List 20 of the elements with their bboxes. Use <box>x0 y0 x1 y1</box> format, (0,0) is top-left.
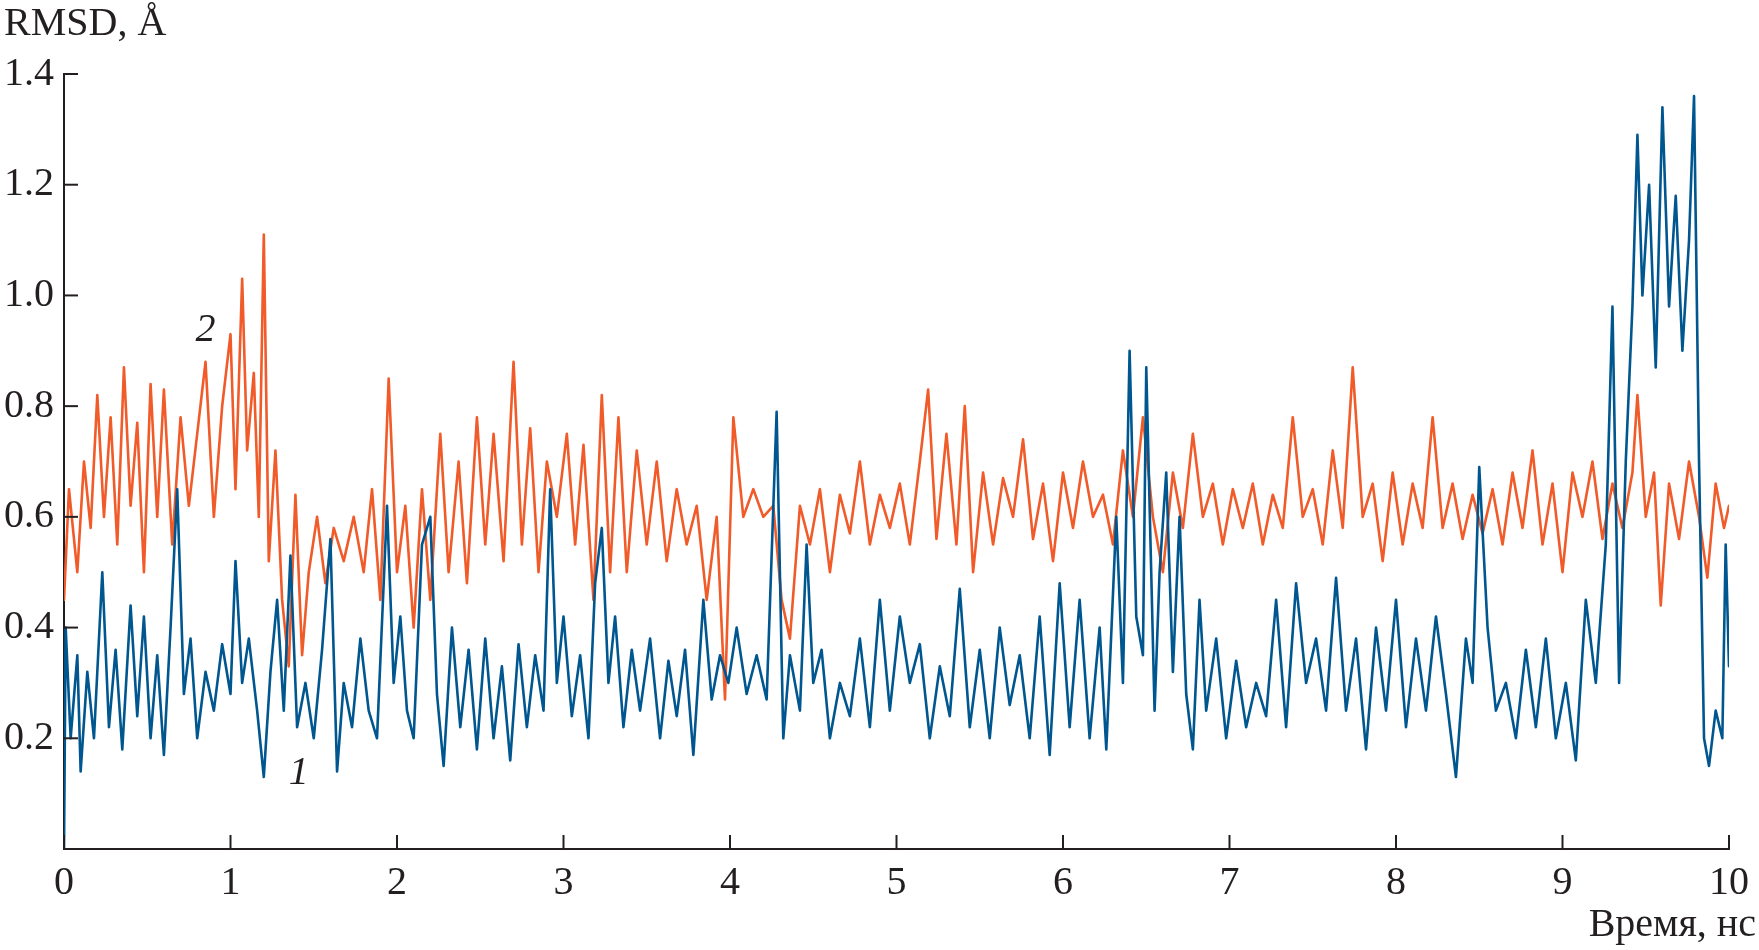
x-tick-label: 0 <box>54 857 74 903</box>
series-label: 2 <box>195 305 216 351</box>
x-tick-label: 5 <box>886 857 907 903</box>
y-tick-label: 0.4 <box>4 602 54 648</box>
y-tick-label: 0.2 <box>4 712 54 758</box>
x-tick-label: 1 <box>220 857 241 903</box>
series-label: 1 <box>288 748 309 794</box>
y-tick-label: 1.0 <box>4 269 54 315</box>
x-tick-label: 9 <box>1552 857 1573 903</box>
x-tick-label: 3 <box>553 857 574 903</box>
x-tick-label: 6 <box>1053 857 1073 903</box>
y-tick-label: 0.8 <box>4 380 54 426</box>
y-tick-label: 1.4 <box>4 48 54 94</box>
y-tick-label: 1.2 <box>4 159 54 205</box>
y-tick-label: 0.6 <box>4 491 54 537</box>
x-tick-label: 8 <box>1386 857 1406 903</box>
y-axis-title: RMSD, Å <box>4 0 167 44</box>
x-tick-label: 4 <box>720 857 740 903</box>
x-tick-label: 2 <box>387 857 407 903</box>
x-tick-label: 7 <box>1219 857 1240 903</box>
